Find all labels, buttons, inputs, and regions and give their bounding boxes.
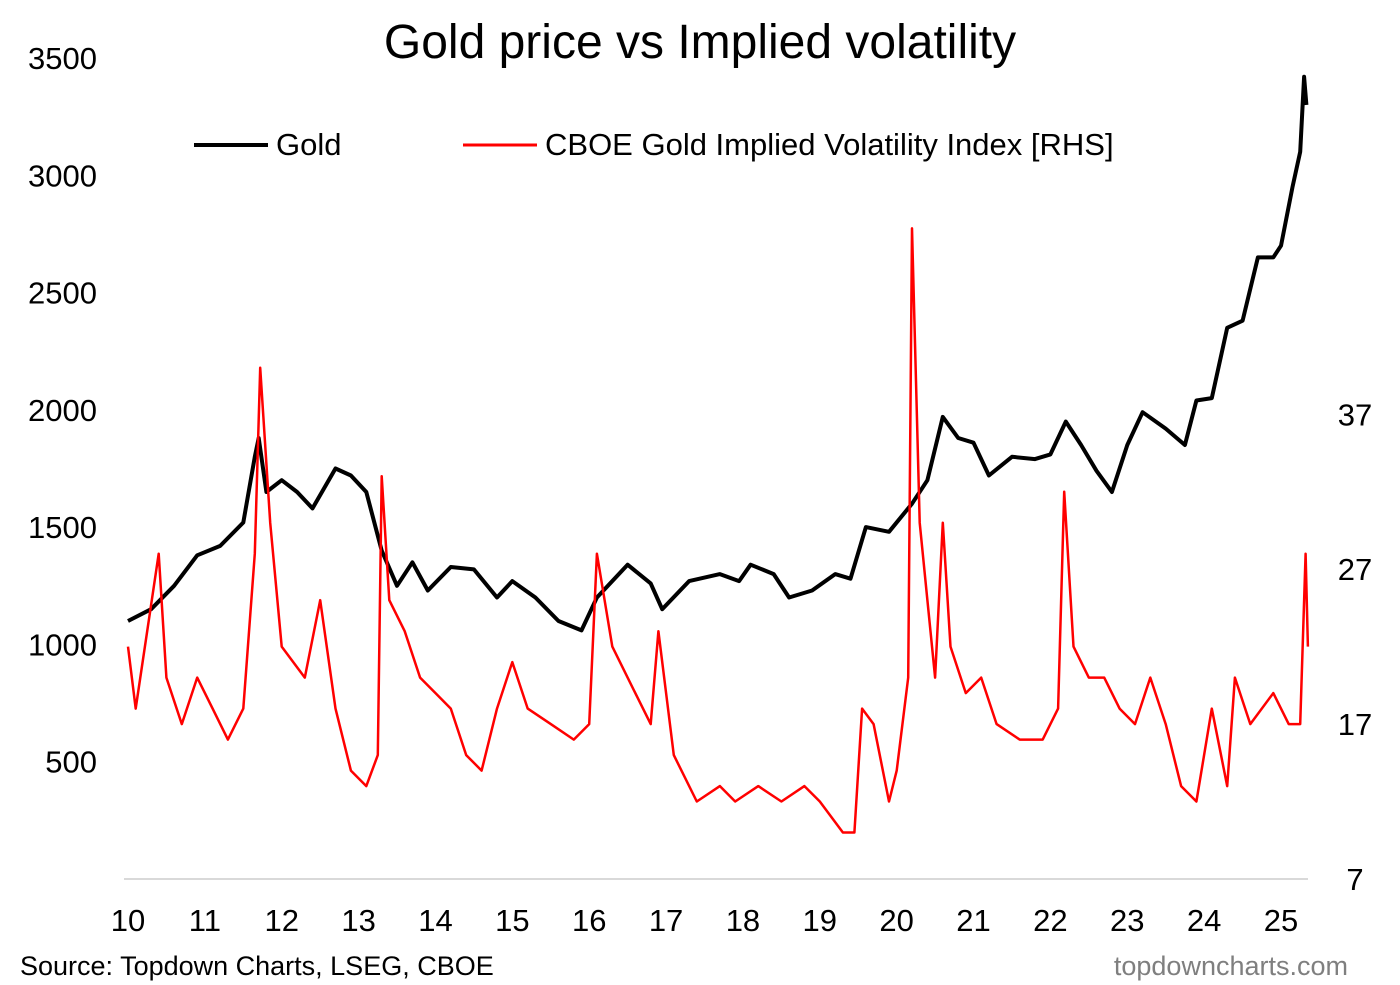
x-tick-label: 13	[341, 903, 375, 938]
x-tick-label: 18	[726, 903, 760, 938]
legend: Gold CBOE Gold Implied Volatility Index …	[194, 127, 1114, 162]
x-tick-label: 14	[418, 903, 452, 938]
source-note: Source: Topdown Charts, LSEG, CBOE	[20, 951, 494, 981]
watermark: topdowncharts.com	[1114, 951, 1348, 981]
left-tick-label: 2500	[28, 276, 97, 311]
x-tick-label: 16	[572, 903, 606, 938]
gold-line	[127, 74, 1309, 633]
right-tick-label: 17	[1338, 707, 1372, 742]
right-tick-label: 27	[1338, 552, 1372, 587]
x-tick-label: 15	[495, 903, 529, 938]
volatility-line	[126, 227, 1310, 834]
right-tick-label: 7	[1346, 862, 1363, 897]
x-axis: 10 11 12 13 14 15 16 17 18 19 20 21 22 23 24 25	[111, 903, 1298, 938]
x-tick-label: 17	[649, 903, 683, 938]
left-axis: 500 1000 1500 2000 2500 3000 3500	[28, 41, 97, 780]
x-tick-label: 24	[1187, 903, 1221, 938]
right-tick-label: 37	[1338, 397, 1372, 432]
right-axis: 7 17 27 37	[1338, 397, 1372, 897]
x-tick-label: 12	[264, 903, 298, 938]
left-tick-label: 1000	[28, 627, 97, 662]
legend-label-vol: CBOE Gold Implied Volatility Index [RHS]	[545, 127, 1114, 162]
left-tick-label: 500	[45, 745, 97, 780]
x-tick-label: 22	[1033, 903, 1067, 938]
x-tick-label: 25	[1264, 903, 1298, 938]
left-tick-label: 3000	[28, 158, 97, 193]
left-tick-label: 1500	[28, 510, 97, 545]
x-tick-label: 10	[111, 903, 145, 938]
x-tick-label: 11	[189, 903, 221, 938]
left-tick-label: 3500	[28, 41, 97, 76]
x-tick-label: 21	[956, 903, 990, 938]
left-tick-label: 2000	[28, 393, 97, 428]
legend-label-gold: Gold	[276, 127, 341, 162]
x-tick-label: 23	[1110, 903, 1144, 938]
x-tick-label: 20	[879, 903, 913, 938]
chart-title: Gold price vs Implied volatility	[384, 16, 1016, 69]
series-group	[126, 74, 1310, 834]
x-tick-label: 19	[803, 903, 837, 938]
